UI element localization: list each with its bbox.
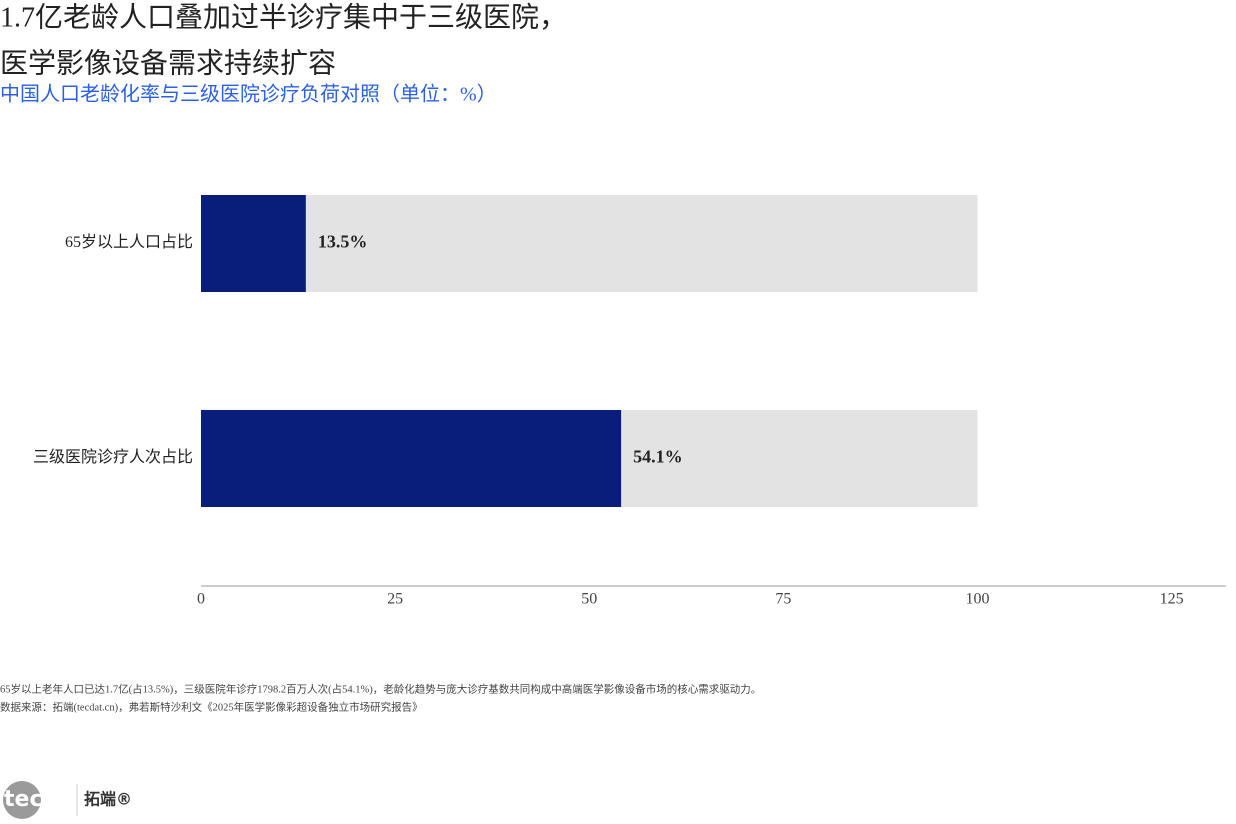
footnote: 数据来源：拓端(tecdat.cn)，弗若斯特沙利文《2025年医学影像彩超设备… [0,700,423,713]
footnote: 65岁以上老年人口已达1.7亿(占13.5%)，三级医院年诊疗1798.2百万人… [0,682,761,695]
logo-brand: 拓端® [84,790,132,809]
y-tick-label: 65岁以上人口占比 [65,233,193,251]
value-label: 13.5% [318,232,368,252]
x-tick-label: 50 [581,591,597,608]
x-tick-label: 125 [1160,591,1184,608]
logo-text: tecdat [4,787,84,812]
bar [201,195,306,292]
logo: tecdat 拓端® [3,781,132,819]
logo-circle [3,781,41,819]
x-tick-label: 0 [197,591,205,608]
bar [201,410,622,507]
bar-background [201,195,978,292]
chart-title: 1.7亿老龄人口叠加过半诊疗集中于三级医院， [0,1,567,33]
y-tick-label: 三级医院诊疗人次占比 [33,448,193,466]
chart-subtitle: 中国人口老龄化率与三级医院诊疗负荷对照（单位：%） [0,83,497,106]
x-tick-label: 25 [387,591,403,608]
x-tick-label: 75 [775,591,791,608]
x-tick-label: 100 [966,591,990,608]
chart-title: 医学影像设备需求持续扩容 [0,47,336,79]
value-label: 54.1% [633,447,683,467]
